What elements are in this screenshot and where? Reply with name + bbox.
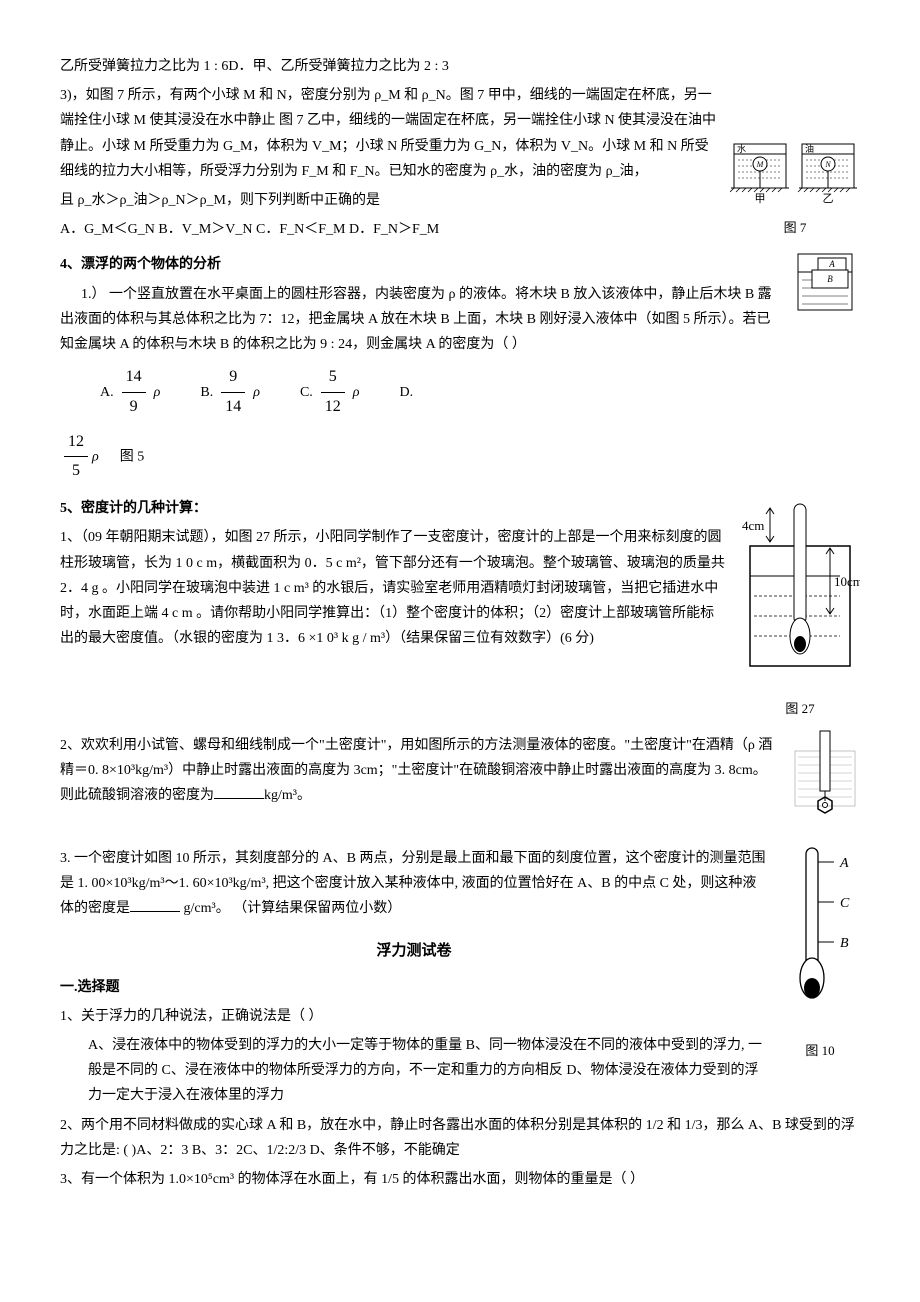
svg-text:水: 水 (737, 143, 746, 154)
hydrometer-27-svg: 4cm 10cm (740, 486, 860, 686)
q1: 1、关于浮力的几种说法，正确说法是（ ） (60, 1004, 860, 1029)
svg-text:油: 油 (805, 143, 814, 154)
svg-text:B: B (827, 274, 833, 284)
svg-text:N: N (824, 160, 831, 169)
test-title: 浮力测试卷 (60, 938, 860, 965)
option-c-label: C. (300, 380, 313, 405)
hydrometer-10-svg: A C B (780, 838, 860, 1028)
option-d-label: D. (400, 380, 414, 405)
figure-10-label: 图 10 (780, 1039, 860, 1062)
blank-2 (130, 897, 180, 912)
figure-tube-nut (790, 721, 860, 830)
svg-text:A: A (828, 259, 835, 269)
svg-text:乙: 乙 (823, 192, 834, 205)
blank-1 (214, 784, 264, 799)
svg-text:C: C (840, 896, 850, 911)
s5-para-3: 3. 一个密度计如图 10 所示，其刻度部分的 A、B 两点，分别是最上面和最下… (60, 846, 860, 922)
q2: 2、两个用不同材料做成的实心球 A 和 B，放在水中，静止时各露出水面的体积分别… (60, 1113, 860, 1163)
svg-text:B: B (840, 936, 849, 951)
section-4-title: 4、漂浮的两个物体的分析 (60, 252, 860, 277)
q3: 3、有一个体积为 1.0×10⁵cm³ 的物体浮在水面上，有 1/5 的体积露出… (60, 1167, 860, 1192)
option-d: D. (400, 380, 414, 405)
q1-opts: A、浸在液体中的物体受到的浮力的大小一定等于物体的重量 B、同一物体浸没在不同的… (60, 1033, 860, 1109)
option-a: A. 149ρ (100, 363, 160, 422)
option-d-frac: 125ρ 图 5 (60, 428, 860, 487)
para-1: 乙所受弹簧拉力之比为 1 : 6D．甲、乙所受弹簧拉力之比为 2 : 3 (60, 54, 860, 79)
s5-para-2: 2、欢欢利用小试管、螺母和细线制成一个"土密度计"，用如图所示的方法测量液体的密… (60, 733, 860, 809)
sec1-title: 一.选择题 (60, 975, 860, 1000)
option-b-label: B. (200, 380, 213, 405)
figure-7: M 水 甲 N 油 乙 图 7 (730, 140, 860, 240)
option-b: B. 914ρ (200, 363, 260, 422)
figure-5: A B (790, 246, 860, 325)
figure-27: 4cm 10cm 图 27 (740, 486, 860, 721)
svg-text:4cm: 4cm (742, 518, 764, 533)
svg-text:10cm: 10cm (834, 574, 860, 589)
option-c: C. 512ρ (300, 363, 360, 422)
figure-27-label: 图 27 (740, 697, 860, 720)
svg-text:A: A (839, 856, 849, 871)
figure-7-label: 图 7 (730, 216, 860, 239)
s4-options: A. 149ρ B. 914ρ C. 512ρ D. (100, 363, 860, 422)
s4-para-1: 1.） 一个竖直放置在水平桌面上的圆柱形容器，内装密度为 ρ 的液体。将木块 B… (60, 282, 860, 358)
svg-text:甲: 甲 (755, 193, 766, 205)
option-a-label: A. (100, 380, 114, 405)
svg-text:M: M (756, 160, 765, 169)
beaker-ab-svg: A B (790, 246, 860, 316)
figure-10: A C B 图 10 (780, 838, 860, 1063)
figure-5-label: 图 5 (120, 449, 145, 464)
tube-nut-svg (790, 721, 860, 821)
beakers-svg: M 水 甲 N 油 乙 (730, 140, 860, 205)
